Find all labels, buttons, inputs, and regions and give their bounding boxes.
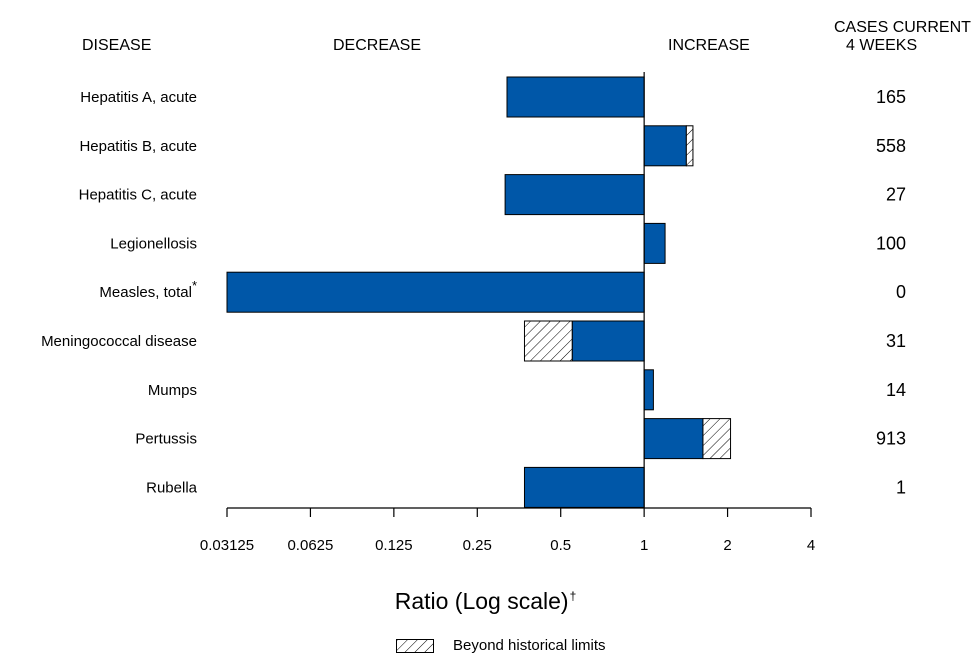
footnote-marker: * <box>192 278 197 293</box>
x-tick-label: 0.5 <box>550 537 571 554</box>
disease-label: Hepatitis C, acute <box>79 187 197 204</box>
x-tick-label: 0.03125 <box>200 537 254 554</box>
x-axis-title: Ratio (Log scale)† <box>0 588 971 615</box>
disease-label: Hepatitis A, acute <box>80 89 197 106</box>
disease-label: Rubella <box>146 479 198 496</box>
row-1: Hepatitis B, acute 558 <box>79 125 906 167</box>
x-tick-label: 0.25 <box>463 537 492 554</box>
cases-value: 0 <box>896 282 906 302</box>
x-tick-label: 1 <box>640 537 648 554</box>
dagger-footnote-marker: † <box>569 589 577 603</box>
disease-column-header: DISEASE <box>82 37 152 54</box>
ratio-bar <box>506 76 645 118</box>
disease-label: Meningococcal disease <box>41 333 197 350</box>
beyond-historical-limits-segment <box>685 125 694 167</box>
disease-label: Legionellosis <box>110 235 197 252</box>
disease-label: Measles, total* <box>99 278 197 301</box>
row-6: Mumps 14 <box>148 369 906 411</box>
ratio-bar <box>571 320 645 362</box>
row-5: Meningococcal disease 31 <box>41 320 906 362</box>
cases-value: 1 <box>896 477 906 497</box>
row-7: Pertussis 913 <box>135 418 906 460</box>
row-3: Legionellosis 100 <box>110 222 906 264</box>
disease-label: Mumps <box>148 382 197 399</box>
x-tick-label: 4 <box>807 537 815 554</box>
row-2: Hepatitis C, acute 27 <box>79 174 906 216</box>
ratio-chart: Hepatitis A, acute 165 Hepatitis B, acute 5… <box>41 72 906 554</box>
cases-value: 31 <box>886 331 906 351</box>
ratio-bar <box>643 222 666 264</box>
beyond-historical-limits-segment <box>702 418 732 460</box>
x-axis: 0.03125 0.0625 0.125 0.25 0.5 1 2 4 <box>200 72 815 554</box>
ratio-bar <box>226 271 645 313</box>
cases-header-line1: CASES CURRENT <box>834 19 971 36</box>
cases-value: 100 <box>876 233 906 253</box>
x-tick-label: 2 <box>723 537 731 554</box>
x-axis-title-text: Ratio (Log scale) <box>394 588 569 614</box>
cases-value: 14 <box>886 380 906 400</box>
ratio-bar <box>643 369 654 411</box>
disease-label: Pertussis <box>135 431 197 448</box>
ratio-bar <box>523 466 645 508</box>
legend-label: Beyond historical limits <box>453 637 606 654</box>
x-tick-label: 0.0625 <box>287 537 333 554</box>
hatched-swatch-icon <box>396 639 434 653</box>
cases-value: 913 <box>876 429 906 449</box>
cases-header-line2: 4 WEEKS <box>846 37 918 54</box>
cases-value: 27 <box>886 185 906 205</box>
cases-value: 165 <box>876 87 906 107</box>
cases-value: 558 <box>876 136 906 156</box>
row-8: Rubella 1 <box>146 466 906 508</box>
chart-rows: Hepatitis A, acute 165 Hepatitis B, acute 5… <box>41 76 906 508</box>
ratio-bar <box>643 125 687 167</box>
beyond-historical-limits-segment <box>523 320 573 362</box>
ratio-bar <box>643 418 704 460</box>
row-4: Measles, total* 0 <box>99 271 906 313</box>
ratio-bar <box>504 174 645 216</box>
decrease-header: DECREASE <box>333 37 422 54</box>
x-tick-label: 0.125 <box>375 537 413 554</box>
row-0: Hepatitis A, acute 165 <box>80 76 906 118</box>
increase-header: INCREASE <box>668 37 750 54</box>
disease-label: Hepatitis B, acute <box>79 138 197 155</box>
